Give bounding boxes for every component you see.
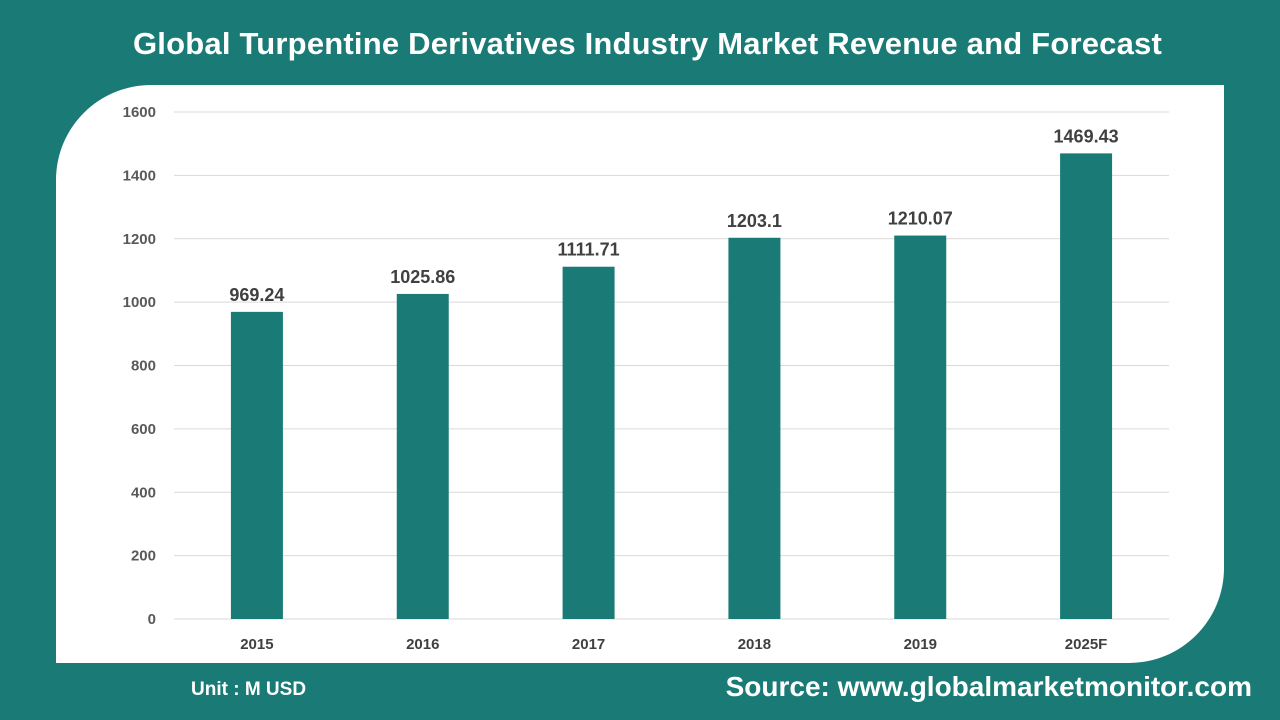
y-tick-label: 200 <box>131 548 156 565</box>
bar-2017 <box>562 266 615 619</box>
bar-2015 <box>230 311 283 619</box>
x-tick-label: 2018 <box>738 636 771 653</box>
y-tick-label: 1400 <box>123 167 156 184</box>
data-label: 1210.07 <box>888 209 953 229</box>
x-tick-label: 2019 <box>904 636 937 653</box>
data-label: 1469.43 <box>1054 126 1119 146</box>
bar-2016 <box>396 293 449 619</box>
gridlines <box>174 111 1169 620</box>
x-tick-label: 2016 <box>406 636 439 653</box>
y-tick-label: 1600 <box>123 104 156 121</box>
unit-label: Unit : M USD <box>191 679 307 700</box>
bar-2018 <box>728 237 781 619</box>
data-labels: 969.24 1025.86 1111.71 1203.1 1210.07 1469.43 <box>229 126 1118 304</box>
y-tick-label: 400 <box>131 484 156 501</box>
source-label: Source: www.globalmarketmonitor.com <box>725 671 1252 702</box>
data-label: 1203.1 <box>727 211 782 231</box>
x-axis-ticks: 2015 2016 2017 2018 2019 2025F <box>240 636 1107 653</box>
data-label: 1111.71 <box>558 240 620 260</box>
chart-panel: 0 200 400 600 800 1000 1200 1400 1600 969.24 1025… <box>56 85 1224 663</box>
y-tick-label: 1000 <box>123 294 156 311</box>
page-title: Global Turpentine Derivatives Industry M… <box>132 26 1163 61</box>
y-tick-label: 0 <box>148 611 156 628</box>
y-axis-ticks: 0 200 400 600 800 1000 1200 1400 1600 <box>123 104 156 628</box>
x-tick-label: 2015 <box>240 636 273 653</box>
y-tick-label: 600 <box>131 421 156 438</box>
y-tick-label: 1200 <box>123 231 156 248</box>
bar-2025f <box>1060 153 1113 619</box>
data-label: 1025.86 <box>390 267 455 287</box>
x-tick-label: 2025F <box>1065 636 1108 653</box>
bar-2019 <box>894 235 947 619</box>
x-tick-label: 2017 <box>572 636 605 653</box>
data-label: 969.24 <box>229 285 284 305</box>
bars <box>230 153 1113 619</box>
bar-chart: 0 200 400 600 800 1000 1200 1400 1600 969.24 1025… <box>123 104 1169 653</box>
y-tick-label: 800 <box>131 358 156 375</box>
